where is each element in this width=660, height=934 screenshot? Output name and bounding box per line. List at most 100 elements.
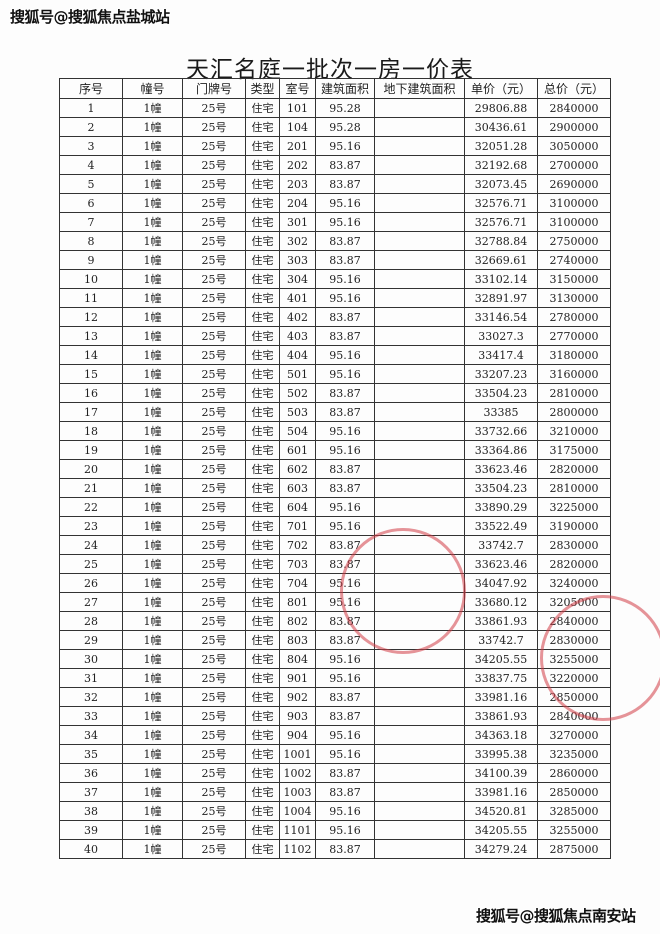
table-row: 20 1幢 25号 住宅 602 83.87 33623.46 2820000 <box>59 459 611 479</box>
table-cell: 20 <box>59 459 123 479</box>
table-cell <box>374 307 465 327</box>
table-cell: 33995.38 <box>464 744 538 764</box>
table-cell: 95.16 <box>315 212 375 232</box>
column-header: 室号 <box>279 78 316 99</box>
table-cell: 33504.23 <box>464 478 538 498</box>
table-cell: 34 <box>59 725 123 745</box>
table-cell: 住宅 <box>245 421 280 441</box>
table-cell: 95.16 <box>315 668 375 688</box>
table-cell: 25号 <box>182 155 246 175</box>
table-row: 23 1幢 25号 住宅 701 95.16 33522.49 3190000 <box>59 516 611 536</box>
table-cell: 95.16 <box>315 516 375 536</box>
table-cell <box>374 782 465 802</box>
table-row: 9 1幢 25号 住宅 303 83.87 32669.61 2740000 <box>59 250 611 270</box>
table-cell: 住宅 <box>245 535 280 555</box>
table-cell: 6 <box>59 193 123 213</box>
table-cell: 住宅 <box>245 136 280 156</box>
table-cell: 2900000 <box>537 117 611 137</box>
table-cell: 25号 <box>182 478 246 498</box>
table-cell: 34100.39 <box>464 763 538 783</box>
table-cell: 33837.75 <box>464 668 538 688</box>
table-cell: 502 <box>279 383 316 403</box>
table-cell: 402 <box>279 307 316 327</box>
table-cell: 804 <box>279 649 316 669</box>
table-cell: 31 <box>59 668 123 688</box>
table-row: 22 1幢 25号 住宅 604 95.16 33890.29 3225000 <box>59 497 611 517</box>
table-cell: 902 <box>279 687 316 707</box>
table-cell: 503 <box>279 402 316 422</box>
table-cell: 住宅 <box>245 98 280 118</box>
table-cell: 701 <box>279 516 316 536</box>
table-cell: 住宅 <box>245 592 280 612</box>
watermark-top: 搜狐号@搜狐焦点盐城站 <box>10 8 170 26</box>
table-cell: 36 <box>59 763 123 783</box>
table-cell: 2830000 <box>537 535 611 555</box>
table-cell: 33680.12 <box>464 592 538 612</box>
table-cell: 3150000 <box>537 269 611 289</box>
table-cell: 住宅 <box>245 839 280 859</box>
column-header: 地下建筑面积 <box>374 78 465 99</box>
table-cell: 34363.18 <box>464 725 538 745</box>
table-cell <box>374 820 465 840</box>
table-cell: 住宅 <box>245 478 280 498</box>
table-cell: 2875000 <box>537 839 611 859</box>
table-cell: 29806.88 <box>464 98 538 118</box>
table-cell <box>374 288 465 308</box>
table-cell: 37 <box>59 782 123 802</box>
table-cell <box>374 155 465 175</box>
table-cell: 95.16 <box>315 820 375 840</box>
table-row: 7 1幢 25号 住宅 301 95.16 32576.71 3100000 <box>59 212 611 232</box>
table-cell: 2800000 <box>537 402 611 422</box>
table-cell: 住宅 <box>245 440 280 460</box>
table-row: 36 1幢 25号 住宅 1002 83.87 34100.39 2860000 <box>59 763 611 783</box>
table-cell: 3235000 <box>537 744 611 764</box>
table-cell: 1幢 <box>122 516 183 536</box>
table-cell: 住宅 <box>245 174 280 194</box>
table-cell: 40 <box>59 839 123 859</box>
table-cell: 33861.93 <box>464 611 538 631</box>
table-cell: 1幢 <box>122 326 183 346</box>
table-cell: 1幢 <box>122 459 183 479</box>
table-cell: 25号 <box>182 250 246 270</box>
table-row: 35 1幢 25号 住宅 1001 95.16 33995.38 3235000 <box>59 744 611 764</box>
table-cell: 3175000 <box>537 440 611 460</box>
table-cell: 住宅 <box>245 516 280 536</box>
table-cell: 1幢 <box>122 307 183 327</box>
table-cell: 32 <box>59 687 123 707</box>
table-cell: 702 <box>279 535 316 555</box>
table-cell: 10 <box>59 269 123 289</box>
table-cell: 1幢 <box>122 155 183 175</box>
table-cell: 603 <box>279 478 316 498</box>
table-cell: 95.16 <box>315 136 375 156</box>
table-row: 8 1幢 25号 住宅 302 83.87 32788.84 2750000 <box>59 231 611 251</box>
table-cell: 3285000 <box>537 801 611 821</box>
table-cell: 25号 <box>182 288 246 308</box>
table-cell: 34205.55 <box>464 820 538 840</box>
table-cell: 501 <box>279 364 316 384</box>
table-cell: 1幢 <box>122 782 183 802</box>
table-cell <box>374 269 465 289</box>
table-row: 38 1幢 25号 住宅 1004 95.16 34520.81 3285000 <box>59 801 611 821</box>
table-cell: 901 <box>279 668 316 688</box>
table-cell: 1幢 <box>122 250 183 270</box>
table-cell: 27 <box>59 592 123 612</box>
table-cell: 25号 <box>182 820 246 840</box>
table-cell: 904 <box>279 725 316 745</box>
table-cell: 2820000 <box>537 554 611 574</box>
table-cell: 38 <box>59 801 123 821</box>
table-row: 21 1幢 25号 住宅 603 83.87 33504.23 2810000 <box>59 478 611 498</box>
table-cell: 25号 <box>182 402 246 422</box>
table-cell: 1幢 <box>122 269 183 289</box>
table-cell: 住宅 <box>245 706 280 726</box>
table-cell: 33417.4 <box>464 345 538 365</box>
table-cell <box>374 725 465 745</box>
table-row: 18 1幢 25号 住宅 504 95.16 33732.66 3210000 <box>59 421 611 441</box>
table-cell: 3255000 <box>537 820 611 840</box>
table-row: 5 1幢 25号 住宅 203 83.87 32073.45 2690000 <box>59 174 611 194</box>
column-header: 总价（元） <box>537 78 611 99</box>
column-header: 建筑面积 <box>315 78 375 99</box>
table-cell: 703 <box>279 554 316 574</box>
table-cell: 32788.84 <box>464 231 538 251</box>
table-cell: 1幢 <box>122 535 183 555</box>
table-cell: 601 <box>279 440 316 460</box>
